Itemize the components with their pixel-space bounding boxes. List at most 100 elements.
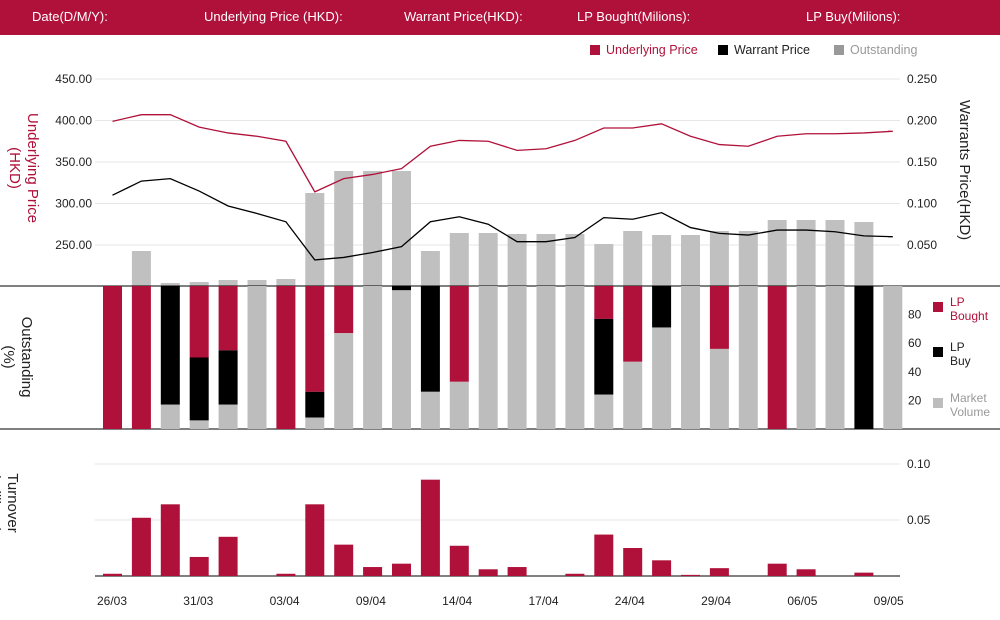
legend-label: Market Volume [950,391,990,419]
y-left-tick-label: 350.00 [55,155,92,169]
y-left-axis-title: Underlying Price(HKD) [6,113,41,223]
outstanding-bar [854,222,874,286]
legend-label: Warrant Price [734,43,810,57]
outstanding-bar [449,233,469,286]
x-tick-label: 24/04 [615,594,645,608]
outstanding-pct-bar-segment [392,290,411,429]
turnover-bar [623,548,643,576]
outstanding-pct-bar-segment [796,286,816,429]
turnover-bar [767,563,787,576]
legend-label: Outstanding [850,43,917,57]
turnover-bar [854,572,874,576]
turnover-bar [218,536,238,576]
outstanding-pct-bar-segment [247,286,267,429]
turnover-bar [594,534,614,576]
turnover-bar [363,567,383,576]
y-left-tick-label: 400.00 [55,114,92,128]
outstanding-bar [276,279,296,286]
turnover-bar [276,573,296,576]
outstanding-bar [160,283,180,286]
outstanding-bar [709,231,729,286]
outstanding-bar [507,234,527,286]
outstanding-bar [681,235,700,286]
y-left-tick-label: 300.00 [55,197,92,211]
outstanding-pct-bar-segment [623,361,643,429]
outstanding-bar [738,231,758,286]
outstanding-pct-bar-segment [420,391,440,429]
turnover-bar [652,560,672,576]
outstanding-pct-bar-segment [218,286,238,351]
x-tick-label: 14/04 [442,594,472,608]
outstanding-pct-bar-segment [449,286,469,382]
outstanding-bar [334,171,354,286]
y-right-tick-label: 0.150 [907,155,937,169]
x-tick-label: 29/04 [701,594,731,608]
outstanding-pct-bar-segment [709,348,729,429]
x-tick-label: 09/05 [874,594,904,608]
turnover-bar [160,504,180,576]
warrant-price-line [112,177,893,261]
underlying-price-label: Underlying Price (HKD): [204,9,343,24]
outstanding-pct-bar-segment [767,286,787,429]
outstanding-pct-bar-segment [392,286,411,291]
outstanding-pct-bar-segment [334,333,354,429]
outstanding-pct-bar-segment [189,286,209,358]
lp-bought-label: LP Bought(Milions): [577,9,691,24]
outstanding-pct-bar-segment [218,350,238,405]
outstanding-pct-bar-segment [536,286,556,429]
outstanding-pct-bar-segment [507,286,527,429]
turnover-bar [334,544,354,576]
outstanding-bar [536,234,556,286]
outstanding-bar [189,282,209,286]
x-tick-label: 09/04 [356,594,386,608]
outstanding-pct-bar-segment [652,327,672,429]
turnover-bar [420,479,440,576]
outstanding-pct-bar-segment [449,381,469,429]
turnover-bar [681,574,700,576]
date-label: Date(D/M/Y): [32,9,108,24]
warrant-price-label: Warrant Price(HKD): [404,9,523,24]
y-left-tick-label: 250.00 [55,238,92,252]
outstanding-bar [305,193,325,286]
outstanding-bar [796,220,816,286]
y-right-tick-label: 0.250 [907,72,937,86]
outstanding-pct-bar-segment [594,318,614,395]
outstanding-pct-bar-segment [565,286,585,429]
legend-label: Underlying Price [606,43,698,57]
outstanding-pct-bar-segment [305,417,325,429]
mid-y-tick-label: 80 [908,308,922,322]
y-right-axis-title: Warrants Price(HKD) [956,100,973,240]
turnover-axis-title: Turnover(Millions) [0,473,21,533]
x-tick-label: 17/04 [528,594,558,608]
header-bar: Date(D/M/Y): Underlying Price (HKD): War… [0,0,1000,35]
turnover-bar [131,517,151,576]
turnover-bar [565,573,585,576]
outstanding-pct-bar-segment [478,286,498,429]
outstanding-bar [594,244,614,286]
turnover-bar [189,556,209,576]
turnover-bar [305,504,325,576]
legend-swatch [933,302,943,312]
outstanding-bar [392,171,411,286]
outstanding-pct-bar-segment [218,404,238,429]
x-tick-label: 26/03 [97,594,127,608]
outstanding-pct-bar-segment [738,286,758,429]
turnover-bar [449,545,469,576]
outstanding-pct-bar-segment [363,286,383,429]
x-tick-label: 06/05 [787,594,817,608]
outstanding-bar [218,280,238,286]
x-tick-label: 31/03 [183,594,213,608]
x-tick-label: 03/04 [270,594,300,608]
legend-swatch [933,398,943,408]
outstanding-pct-bar-segment [103,286,122,429]
outstanding-pct-bar-segment [305,286,325,392]
outstanding-bar [247,280,267,286]
outstanding-bar [825,220,845,286]
outstanding-pct-bar-segment [189,357,209,421]
outstanding-pct-bar-segment [276,286,296,429]
outstanding-pct-bar-segment [305,391,325,418]
mid-y-tick-label: 60 [908,336,922,350]
legend-label: LP Buy [950,340,971,368]
outstanding-bar [420,251,440,286]
